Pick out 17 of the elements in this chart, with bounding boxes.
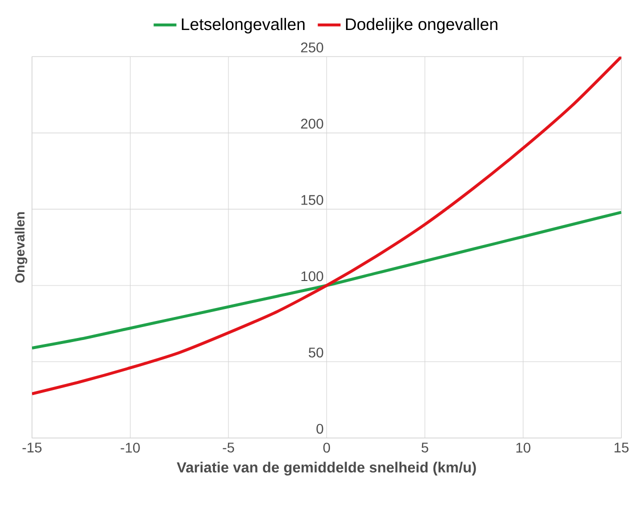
- y-tick-label: 50: [308, 348, 324, 358]
- y-tick-label: 250: [301, 42, 324, 52]
- x-tick-label: -15: [22, 442, 42, 452]
- y-tick-label: 150: [301, 195, 324, 205]
- y-axis-title: Ongevallen: [14, 212, 28, 283]
- x-axis-title: Variatie van de gemiddelde snelheid (km/u): [176, 462, 476, 476]
- x-tick-label: 5: [422, 442, 428, 452]
- x-tick-label: 0: [323, 442, 330, 453]
- y-tick-label: 0: [316, 424, 324, 434]
- x-tick-label: -10: [120, 442, 140, 453]
- x-tick-label: -5: [222, 442, 234, 452]
- x-tick-label: 15: [614, 442, 629, 452]
- legend-label: Letselongevallen: [182, 18, 305, 34]
- legend-label: Dodelijke ongevallen: [346, 18, 498, 34]
- x-tick-label: 10: [516, 442, 530, 453]
- y-tick-label: 100: [301, 271, 324, 282]
- y-tick-label: 200: [301, 118, 324, 129]
